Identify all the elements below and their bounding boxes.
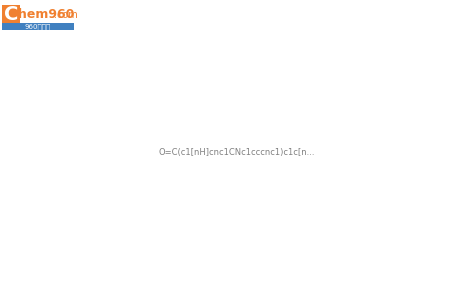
Text: 960化工网: 960化工网 (25, 23, 51, 30)
Text: C: C (4, 6, 18, 25)
Text: .com: .com (54, 10, 78, 20)
Text: hem960: hem960 (18, 8, 74, 21)
FancyBboxPatch shape (2, 5, 20, 25)
FancyBboxPatch shape (2, 23, 74, 30)
Text: O=C(c1[nH]cnc1CNc1cccnc1)c1c[n...: O=C(c1[nH]cnc1CNc1cccnc1)c1c[n... (159, 149, 315, 158)
